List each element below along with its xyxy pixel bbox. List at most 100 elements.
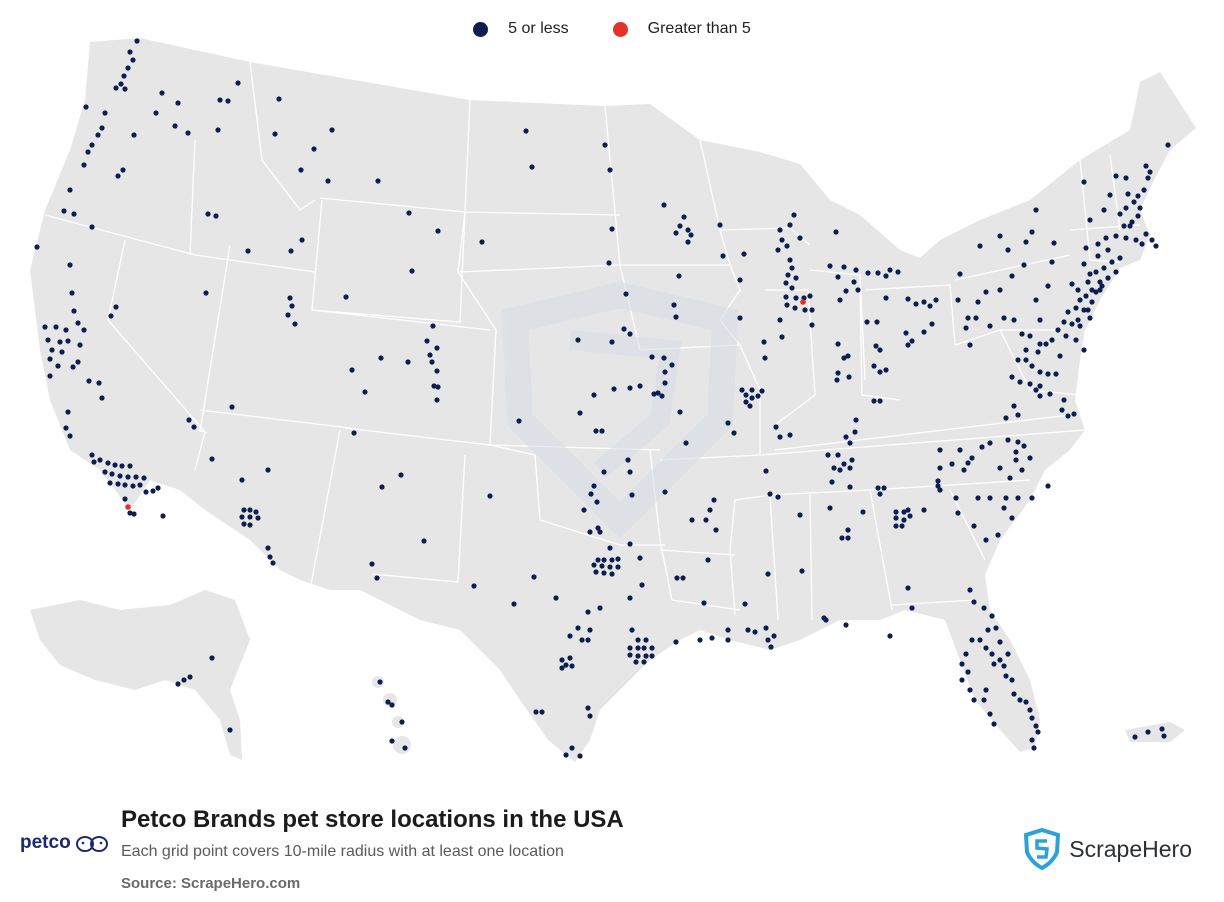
location-dot-low: [102, 469, 108, 475]
location-dot-low: [150, 488, 156, 494]
location-dot-low: [172, 123, 178, 129]
location-dot-low: [1143, 231, 1149, 237]
location-dot-low: [849, 457, 855, 463]
location-dot-low: [641, 659, 647, 665]
location-dot-low: [969, 455, 975, 461]
location-dot-low: [130, 483, 136, 489]
location-dot-low: [1015, 495, 1021, 501]
location-dot-low: [979, 444, 985, 450]
location-dot-low: [703, 517, 709, 523]
location-dot-low: [775, 494, 781, 500]
location-dot-low: [585, 609, 591, 615]
location-dot-low: [389, 738, 395, 744]
location-dot-low: [847, 465, 853, 471]
location-dot-low: [325, 178, 331, 184]
location-dot-low: [377, 679, 383, 685]
location-dot-low: [623, 291, 629, 297]
location-dot-low: [1003, 415, 1009, 421]
location-dot-low: [793, 295, 799, 301]
location-dot-low: [607, 167, 613, 173]
location-dot-low: [1049, 337, 1055, 343]
location-dot-low: [953, 495, 959, 501]
location-dot-low: [563, 752, 569, 758]
location-dot-low: [577, 410, 583, 416]
location-dot-low: [661, 355, 667, 361]
location-dot-low: [847, 440, 853, 446]
location-dot-low: [55, 363, 61, 369]
petco-logo: petco: [20, 832, 109, 854]
location-dot-low: [1127, 223, 1133, 229]
location-dot-low: [955, 297, 961, 303]
location-dot-low: [1109, 259, 1115, 265]
location-dot-low: [86, 378, 92, 384]
location-dot-low: [141, 475, 147, 481]
state-borders: [44, 61, 1141, 621]
location-dot-low: [834, 377, 840, 383]
location-dot-low: [1021, 262, 1027, 268]
location-dot-low: [985, 627, 991, 633]
location-dot-low: [887, 633, 893, 639]
location-dot-low: [1093, 289, 1099, 295]
location-dot-low: [89, 142, 95, 148]
location-dot-low: [1145, 175, 1151, 181]
scrapehero-logo-text: ScrapeHero: [1069, 835, 1192, 862]
scrapehero-logo: ScrapeHero: [1023, 828, 1192, 870]
location-dot-low: [711, 497, 717, 503]
location-dot-low: [235, 80, 241, 86]
location-dot-low: [1065, 309, 1071, 315]
location-dot-low: [1061, 397, 1067, 403]
location-dot-low: [75, 359, 81, 365]
location-dot-low: [875, 485, 881, 491]
location-dot-low: [835, 274, 841, 280]
location-dot-low: [1035, 349, 1041, 355]
location-dot-low: [1135, 193, 1141, 199]
location-dot-low: [841, 264, 847, 270]
location-dot-low: [63, 327, 69, 333]
location-dot-low: [864, 319, 870, 325]
location-dot-low: [797, 235, 803, 241]
location-dot-low: [607, 545, 613, 551]
location-dot-low: [369, 561, 375, 567]
location-dot-low: [102, 110, 108, 116]
location-dot-low: [768, 644, 774, 650]
location-dot-low: [1033, 207, 1039, 213]
location-dot-low: [967, 342, 973, 348]
location-dot-low: [933, 297, 939, 303]
location-dot-low: [241, 521, 247, 527]
location-dot-low: [599, 428, 605, 434]
location-dot-low: [1135, 213, 1141, 219]
location-dot-low: [1073, 337, 1079, 343]
location-dot-low: [329, 127, 335, 133]
location-dot-low: [677, 409, 683, 415]
location-dot-low: [713, 527, 719, 533]
location-dot-low: [993, 625, 999, 631]
location-dot-low: [877, 369, 883, 375]
location-dot-low: [67, 433, 73, 439]
location-dot-low: [533, 709, 539, 715]
location-dot-low: [1015, 439, 1021, 445]
location-dot-low: [963, 651, 969, 657]
location-dot-low: [1037, 383, 1043, 389]
location-dot-low: [113, 85, 119, 91]
location-dot-low: [807, 293, 813, 299]
location-dot-low: [553, 595, 559, 601]
location-dot-low: [851, 279, 857, 285]
location-dot-low: [409, 268, 415, 274]
legend-label-high: Greater than 5: [647, 20, 751, 37]
location-dot-low: [762, 355, 768, 361]
location-dot-low: [967, 687, 973, 693]
location-dot-low: [883, 367, 889, 373]
location-dot-low: [977, 243, 983, 249]
location-dot-low: [42, 324, 48, 330]
location-dot-low: [621, 326, 627, 332]
location-dot-low: [874, 319, 880, 325]
location-dot-low: [289, 303, 295, 309]
location-dot-low: [117, 473, 123, 479]
location-dot-low: [1017, 379, 1023, 385]
location-dot-low: [579, 637, 585, 643]
location-dot-low: [122, 482, 128, 488]
map-subtitle: Each grid point covers 10-mile radius wi…: [121, 843, 564, 860]
location-dot-low: [685, 227, 691, 233]
location-dot-low: [787, 257, 793, 263]
location-dot-low: [1023, 347, 1029, 353]
